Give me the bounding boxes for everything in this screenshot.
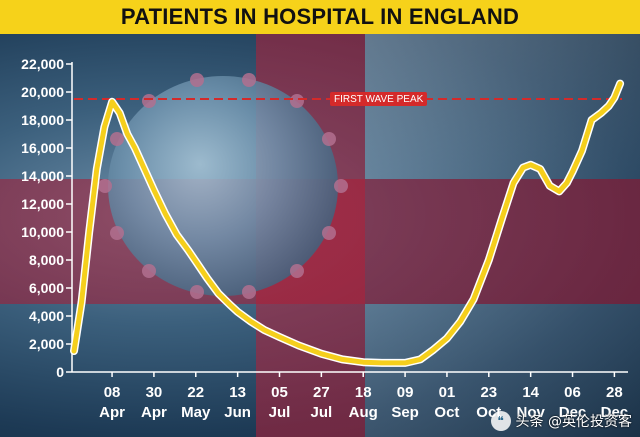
y-tick-label: 10,000 (21, 224, 64, 240)
x-tick-month-label: Apr (141, 404, 167, 421)
chart-title: PATIENTS IN HOSPITAL IN ENGLAND (120, 4, 520, 29)
x-tick-month-label: Apr (99, 404, 125, 421)
virus-spike (98, 179, 112, 193)
watermark-text: 头条 @英伦投资客 (515, 414, 632, 430)
virus-spike (142, 94, 157, 109)
speech-bubble-icon: ❝ (490, 411, 511, 431)
x-tick-day-label: 13 (229, 384, 246, 401)
x-tick-day-label: 27 (313, 384, 330, 401)
virus-spike (189, 284, 204, 299)
y-tick-label: 20,000 (21, 84, 64, 100)
virus-spike (142, 263, 157, 278)
x-tick-month-label: Oct (434, 404, 459, 421)
series-group (70, 79, 625, 367)
x-tick-day-label: 09 (397, 384, 414, 401)
virus-spike (322, 131, 337, 146)
x-tick-month-label: Aug (349, 404, 378, 421)
virus-spike (242, 73, 257, 88)
x-tick-day-label: 01 (439, 384, 456, 401)
virus-spike (289, 94, 304, 109)
first-wave-peak-label: FIRST WAVE PEAK (334, 93, 424, 105)
x-tick-day-label: 08 (104, 384, 121, 401)
series-line (71, 81, 623, 366)
y-tick-label: 6,000 (29, 280, 64, 296)
flag-white-panel (365, 34, 640, 179)
x-tick-day-label: 30 (146, 384, 163, 401)
x-axis: 08 Apr 30 Apr 22 May 13 Jun 05 Jul 27 Jul 18 Aug 09 Sep… (72, 371, 629, 421)
y-tick-label: 14,000 (21, 168, 64, 184)
virus-spike (322, 226, 337, 241)
x-tick-month-label: Dec (559, 404, 587, 421)
y-tick-label: 4,000 (29, 308, 64, 324)
y-tick-label: 2,000 (29, 336, 64, 352)
x-tick-month-label: Nov (516, 404, 545, 421)
virus-spike (334, 179, 348, 193)
x-tick-day-label: 14 (522, 384, 539, 401)
y-tick-label: 18,000 (21, 112, 64, 128)
y-tick-label: 16,000 (21, 140, 64, 156)
x-tick-month-label: Jul (311, 404, 333, 421)
virus-spike (289, 263, 304, 278)
x-tick-month-label: Jun (224, 404, 251, 421)
x-tick-day-label: 06 (564, 384, 581, 401)
y-tick-label: 22,000 (21, 56, 64, 72)
x-tick-day-label: 18 (355, 384, 372, 401)
y-axis: 0 2,000 4,000 6,000 8,000 10,000 12,000 14,000 1… (21, 56, 73, 380)
y-tick-label: 8,000 (29, 252, 64, 268)
virus-spike (242, 284, 257, 299)
virus-spike (189, 73, 204, 88)
x-tick-day-label: 28 (606, 384, 623, 401)
coronavirus-illustration (108, 76, 338, 296)
y-tick-label: 12,000 (21, 196, 64, 212)
x-tick-day-label: 05 (271, 384, 288, 401)
x-tick-month-label: May (181, 404, 211, 421)
y-tick-label: 0 (56, 364, 64, 380)
x-tick-day-label: 22 (187, 384, 204, 401)
series-line-outline (70, 79, 625, 367)
watermark: ❝ 头条 @英伦投资客 (490, 411, 632, 431)
x-tick-month-label: Dec (601, 404, 629, 421)
title-bar: PATIENTS IN HOSPITAL IN ENGLAND (0, 0, 640, 34)
x-tick-day-label: 23 (480, 384, 497, 401)
virus-spike (109, 226, 124, 241)
virus-spike (109, 131, 124, 146)
x-tick-month-label: Jul (269, 404, 291, 421)
first-wave-peak-label-box: FIRST WAVE PEAK (330, 92, 428, 106)
x-tick-month-label: Sep (391, 404, 419, 421)
